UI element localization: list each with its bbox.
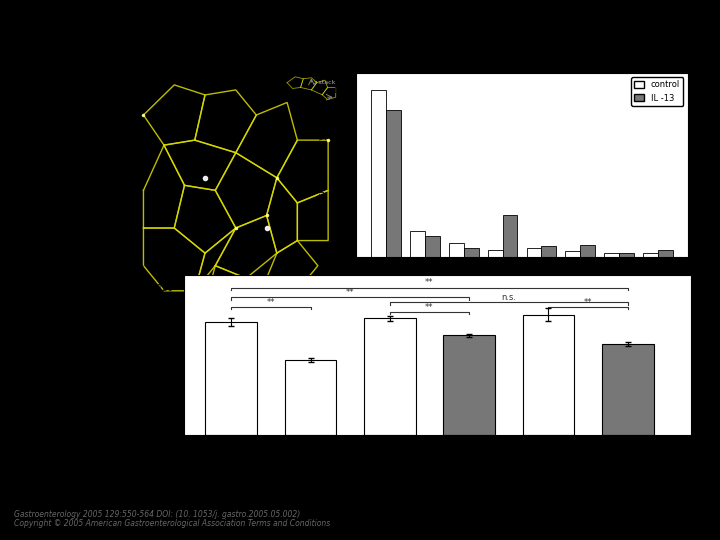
Text: +: + [545, 463, 552, 472]
Bar [619, 253, 634, 256]
Text: **: ** [426, 278, 433, 287]
Y-axis label: % of initial resistance: % of initial resistance [141, 302, 151, 408]
Bar [205, 322, 257, 435]
Text: -: - [309, 450, 312, 459]
Bar [464, 248, 479, 256]
Bar [364, 318, 415, 435]
Text: A: A [128, 58, 139, 72]
Text: **: ** [584, 298, 593, 307]
Text: -: - [626, 450, 629, 459]
Text: -: - [309, 463, 312, 472]
Bar [643, 253, 658, 256]
Bar [565, 252, 580, 256]
Bar [449, 243, 464, 256]
Text: -: - [546, 437, 550, 446]
X-axis label: conductance [nS]: conductance [nS] [485, 307, 559, 316]
Bar [602, 344, 654, 435]
Bar [284, 360, 336, 435]
Text: -: - [467, 463, 471, 472]
Bar [604, 253, 619, 256]
Text: **: ** [266, 298, 275, 307]
Text: +: + [307, 437, 314, 446]
Bar [658, 250, 672, 256]
Text: n.s.: n.s. [501, 293, 516, 302]
Bar [410, 232, 425, 256]
Bar [425, 237, 440, 256]
Text: -: - [230, 437, 233, 446]
Bar [372, 90, 386, 256]
Text: Figure 4: Figure 4 [390, 30, 446, 44]
Text: +: + [386, 450, 394, 459]
Bar [526, 248, 541, 256]
Text: +: + [465, 450, 473, 459]
Text: ZVAD: ZVAD [140, 450, 165, 459]
Y-axis label: relative frequency [%]: relative frequency [%] [318, 117, 327, 212]
Text: +: + [465, 437, 473, 446]
Text: **: ** [346, 288, 354, 297]
Bar [488, 250, 503, 256]
Bar [444, 335, 495, 435]
Text: IL-13: IL-13 [140, 437, 163, 446]
Text: -: - [388, 463, 392, 472]
Text: -: - [388, 437, 392, 446]
Bar [580, 245, 595, 256]
Text: -: - [230, 463, 233, 472]
Text: C: C [133, 265, 143, 279]
Text: z-stack: z-stack [313, 80, 336, 85]
Bar [503, 215, 518, 256]
Text: B: B [344, 58, 355, 72]
Legend: control, IL -13: control, IL -13 [631, 77, 683, 106]
Text: Gastroenterology 2005 129:550-564 DOI: (10. 1053/j. gastro.2005.05.002): Gastroenterology 2005 129:550-564 DOI: (… [14, 510, 301, 519]
Text: -: - [546, 450, 550, 459]
Bar [386, 110, 401, 256]
Bar [541, 246, 556, 256]
Text: +: + [624, 437, 631, 446]
Text: +: + [624, 463, 631, 472]
Text: **: ** [426, 302, 433, 312]
Bar [523, 315, 575, 435]
Text: DEVD: DEVD [140, 463, 166, 472]
Text: Copyright © 2005 American Gastroenterological Association Terms and Conditions: Copyright © 2005 American Gastroenterolo… [14, 519, 330, 529]
Text: -: - [230, 450, 233, 459]
